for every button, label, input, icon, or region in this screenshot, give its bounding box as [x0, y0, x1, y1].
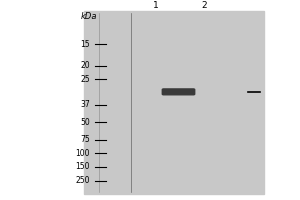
Text: 2: 2 — [201, 1, 207, 10]
Text: 15: 15 — [80, 40, 90, 49]
Text: 250: 250 — [76, 176, 90, 185]
Bar — [84, 11, 264, 194]
Text: 20: 20 — [80, 61, 90, 70]
Text: 1: 1 — [153, 1, 159, 10]
FancyBboxPatch shape — [162, 89, 195, 95]
Text: 25: 25 — [80, 75, 90, 84]
Text: 75: 75 — [80, 135, 90, 144]
Text: kDa: kDa — [81, 12, 98, 21]
Text: 50: 50 — [80, 118, 90, 127]
Text: 150: 150 — [76, 162, 90, 171]
Text: 100: 100 — [76, 149, 90, 158]
Text: 37: 37 — [80, 100, 90, 109]
